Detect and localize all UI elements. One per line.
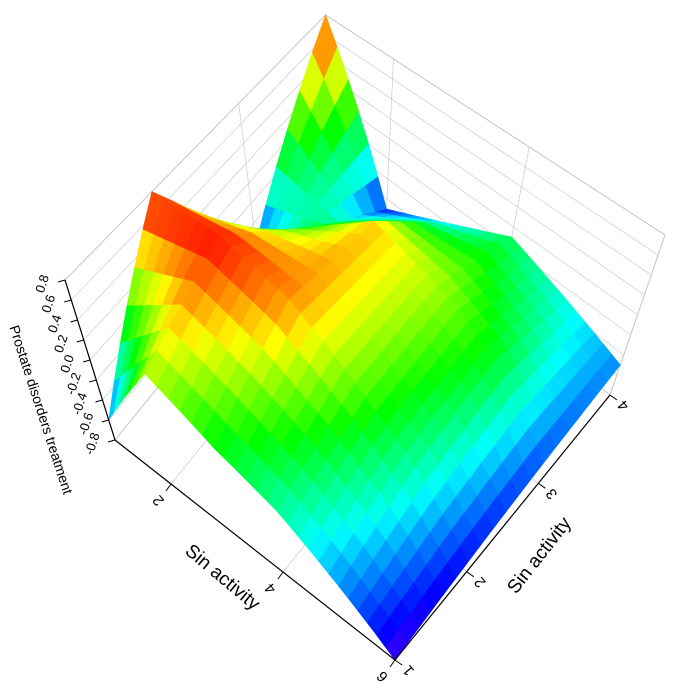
x-tick <box>538 482 546 489</box>
z-tick <box>82 359 91 363</box>
y-tick <box>165 483 172 492</box>
z-tick <box>101 419 109 423</box>
y-tick <box>389 659 396 668</box>
z-tick-label: 0.2 <box>51 333 71 355</box>
x-tick <box>394 659 403 666</box>
x-tick <box>466 571 474 578</box>
x-axis-title: Sin activity <box>503 513 576 598</box>
z-tick-label: 0.6 <box>38 293 58 315</box>
y-tick-label: 6 <box>373 668 391 685</box>
y-tick-label: 2 <box>149 492 167 509</box>
x-tick-label: 1 <box>399 662 417 679</box>
z-tick <box>57 279 66 283</box>
z-tick-label: 0.4 <box>45 313 65 335</box>
z-tick <box>64 299 72 303</box>
x-tick-label: 2 <box>471 573 489 590</box>
z-tick <box>76 339 84 343</box>
y-axis <box>114 439 396 661</box>
z-tick <box>95 399 103 403</box>
surface-cell <box>385 630 408 661</box>
z-tick-label: 0.0 <box>57 353 77 375</box>
x-tick <box>609 394 618 401</box>
x-tick-label: 3 <box>543 485 561 502</box>
x-axis <box>394 394 611 661</box>
z-tick <box>70 319 78 323</box>
z-tick-label: -0.6 <box>75 411 96 437</box>
z-tick <box>89 379 97 383</box>
z-tick-label: -0.8 <box>81 431 102 457</box>
surface <box>108 14 621 661</box>
z-tick-label: 0.8 <box>32 273 52 295</box>
x-tick-label: 4 <box>614 397 632 414</box>
z-tick <box>107 439 116 443</box>
y-axis-title: Sin activity <box>181 540 264 615</box>
z-tick-label: -0.2 <box>63 371 84 397</box>
y-tick <box>277 571 284 580</box>
y-tick-label: 4 <box>261 580 279 597</box>
z-tick-label: -0.4 <box>69 391 90 417</box>
